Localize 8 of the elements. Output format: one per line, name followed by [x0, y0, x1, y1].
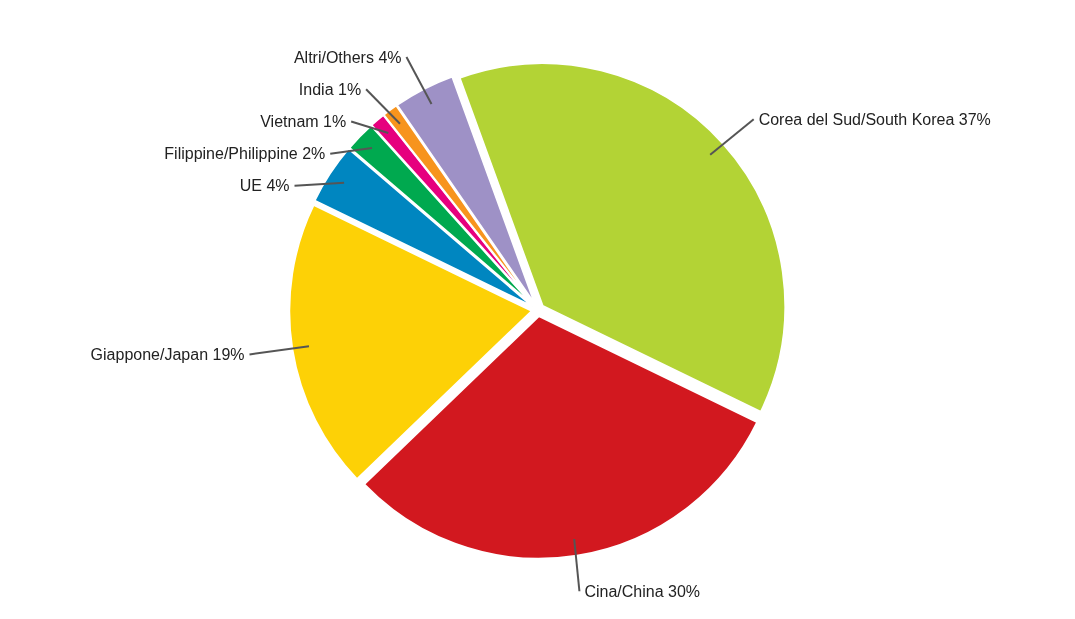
slice-label: Altri/Others 4%	[293, 48, 402, 66]
slice-label: Corea del Sud/South Korea 37%	[758, 110, 991, 128]
slice-label: Filippine/Philippine 2%	[164, 145, 326, 163]
slice-label: UE 4%	[239, 177, 290, 195]
slice-label: Giappone/Japan 19%	[90, 345, 245, 363]
slice-label: Vietnam 1%	[260, 112, 347, 130]
slice-label: Cina/China 30%	[584, 582, 700, 600]
slice-label: India 1%	[298, 80, 362, 98]
